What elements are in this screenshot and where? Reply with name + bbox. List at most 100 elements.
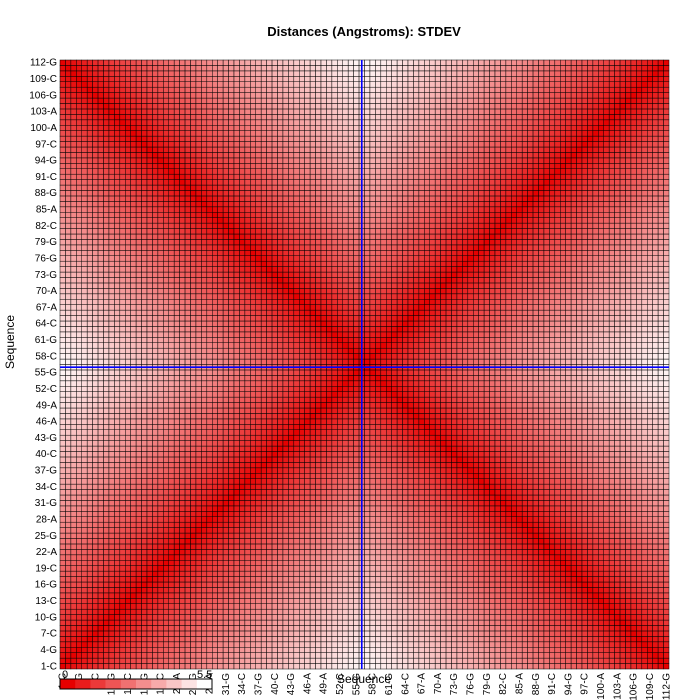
- heatmap-cell: [97, 331, 104, 338]
- heatmap-cell: [184, 434, 191, 441]
- heatmap-cell: [212, 358, 218, 365]
- heatmap-cell: [146, 391, 153, 398]
- heatmap-cell: [244, 418, 251, 425]
- heatmap-cell: [81, 391, 88, 398]
- heatmap-cell: [212, 92, 218, 99]
- heatmap-cell: [239, 86, 246, 93]
- heatmap-cell: [146, 625, 153, 632]
- heatmap-cell: [86, 250, 93, 256]
- heatmap-cell: [141, 206, 148, 213]
- heatmap-cell: [65, 619, 72, 626]
- heatmap-cell: [212, 489, 218, 496]
- heatmap-cell: [146, 500, 153, 507]
- heatmap-cell: [260, 369, 267, 376]
- heatmap-cell: [293, 386, 300, 392]
- heatmap-cell: [179, 532, 186, 539]
- heatmap-cell: [266, 478, 273, 485]
- heatmap-cell: [293, 483, 300, 490]
- heatmap-cell: [152, 380, 159, 387]
- heatmap-cell: [81, 592, 88, 599]
- heatmap-cell: [130, 76, 137, 82]
- heatmap-cell: [293, 549, 300, 556]
- heatmap-cell: [212, 331, 218, 338]
- heatmap-cell: [157, 516, 164, 523]
- heatmap-cell: [97, 445, 104, 452]
- heatmap-cell: [125, 630, 131, 637]
- heatmap-cell: [212, 543, 218, 550]
- heatmap-cell: [293, 630, 300, 637]
- heatmap-cell: [81, 342, 88, 349]
- heatmap-cell: [59, 598, 66, 604]
- heatmap-cell: [70, 538, 77, 545]
- heatmap-cell: [146, 505, 153, 512]
- heatmap-cell: [152, 81, 159, 88]
- heatmap-cell: [86, 429, 93, 436]
- heatmap-cell: [135, 625, 142, 632]
- heatmap-cell: [239, 125, 246, 131]
- heatmap-cell: [239, 375, 246, 382]
- heatmap-cell: [239, 467, 246, 474]
- heatmap-cell: [92, 320, 99, 327]
- heatmap-cell: [70, 212, 77, 218]
- heatmap-cell: [201, 212, 208, 218]
- heatmap-cell: [97, 500, 104, 507]
- heatmap-cell: [135, 630, 142, 637]
- heatmap-cell: [299, 516, 305, 523]
- heatmap-cell: [70, 483, 77, 490]
- heatmap-cell: [152, 353, 159, 360]
- heatmap-cell: [282, 402, 289, 409]
- heatmap-cell: [233, 570, 240, 577]
- heatmap-cell: [173, 521, 180, 528]
- heatmap-cell: [260, 581, 267, 588]
- heatmap-cell: [119, 201, 126, 208]
- heatmap-cell: [114, 462, 121, 469]
- heatmap-cell: [299, 565, 305, 572]
- heatmap-cell: [190, 500, 197, 507]
- heatmap-cell: [190, 663, 197, 670]
- heatmap-cell: [233, 173, 240, 180]
- heatmap-cell: [206, 108, 213, 115]
- heatmap-cell: [65, 391, 72, 398]
- heatmap-cell: [277, 347, 284, 354]
- heatmap-cell: [86, 391, 93, 398]
- heatmap-cell: [212, 429, 218, 436]
- heatmap-cell: [206, 402, 213, 409]
- heatmap-cell: [76, 179, 82, 186]
- heatmap-cell: [250, 560, 256, 566]
- heatmap-cell: [228, 304, 235, 311]
- heatmap-cell: [135, 173, 142, 180]
- heatmap-cell: [81, 315, 88, 322]
- heatmap-cell: [293, 527, 300, 534]
- heatmap-cell: [103, 581, 110, 588]
- heatmap-cell: [76, 560, 82, 566]
- heatmap-cell: [212, 157, 218, 164]
- heatmap-cell: [260, 407, 267, 414]
- heatmap-cell: [86, 163, 93, 169]
- heatmap-cell: [152, 146, 159, 153]
- heatmap-cell: [173, 168, 180, 175]
- heatmap-cell: [282, 500, 289, 507]
- heatmap-cell: [222, 587, 229, 594]
- heatmap-cell: [266, 233, 273, 240]
- heatmap-cell: [212, 260, 218, 267]
- heatmap-cell: [141, 168, 148, 175]
- heatmap-cell: [125, 505, 131, 512]
- heatmap-cell: [250, 521, 256, 528]
- heatmap-cell: [157, 353, 164, 360]
- heatmap-cell: [288, 380, 295, 387]
- heatmap-cell: [250, 570, 256, 577]
- heatmap-cell: [206, 641, 213, 648]
- heatmap-cell: [65, 195, 72, 202]
- heatmap-cell: [195, 288, 202, 295]
- heatmap-cell: [233, 663, 240, 670]
- heatmap-cell: [195, 407, 202, 414]
- heatmap-cell: [108, 560, 115, 566]
- heatmap-cell: [260, 516, 267, 523]
- heatmap-cell: [119, 97, 126, 104]
- heatmap-cell: [141, 271, 148, 278]
- heatmap-cell: [103, 445, 110, 452]
- heatmap-cell: [244, 462, 251, 469]
- heatmap-cell: [70, 315, 77, 322]
- heatmap-cell: [92, 217, 99, 224]
- heatmap-cell: [212, 467, 218, 474]
